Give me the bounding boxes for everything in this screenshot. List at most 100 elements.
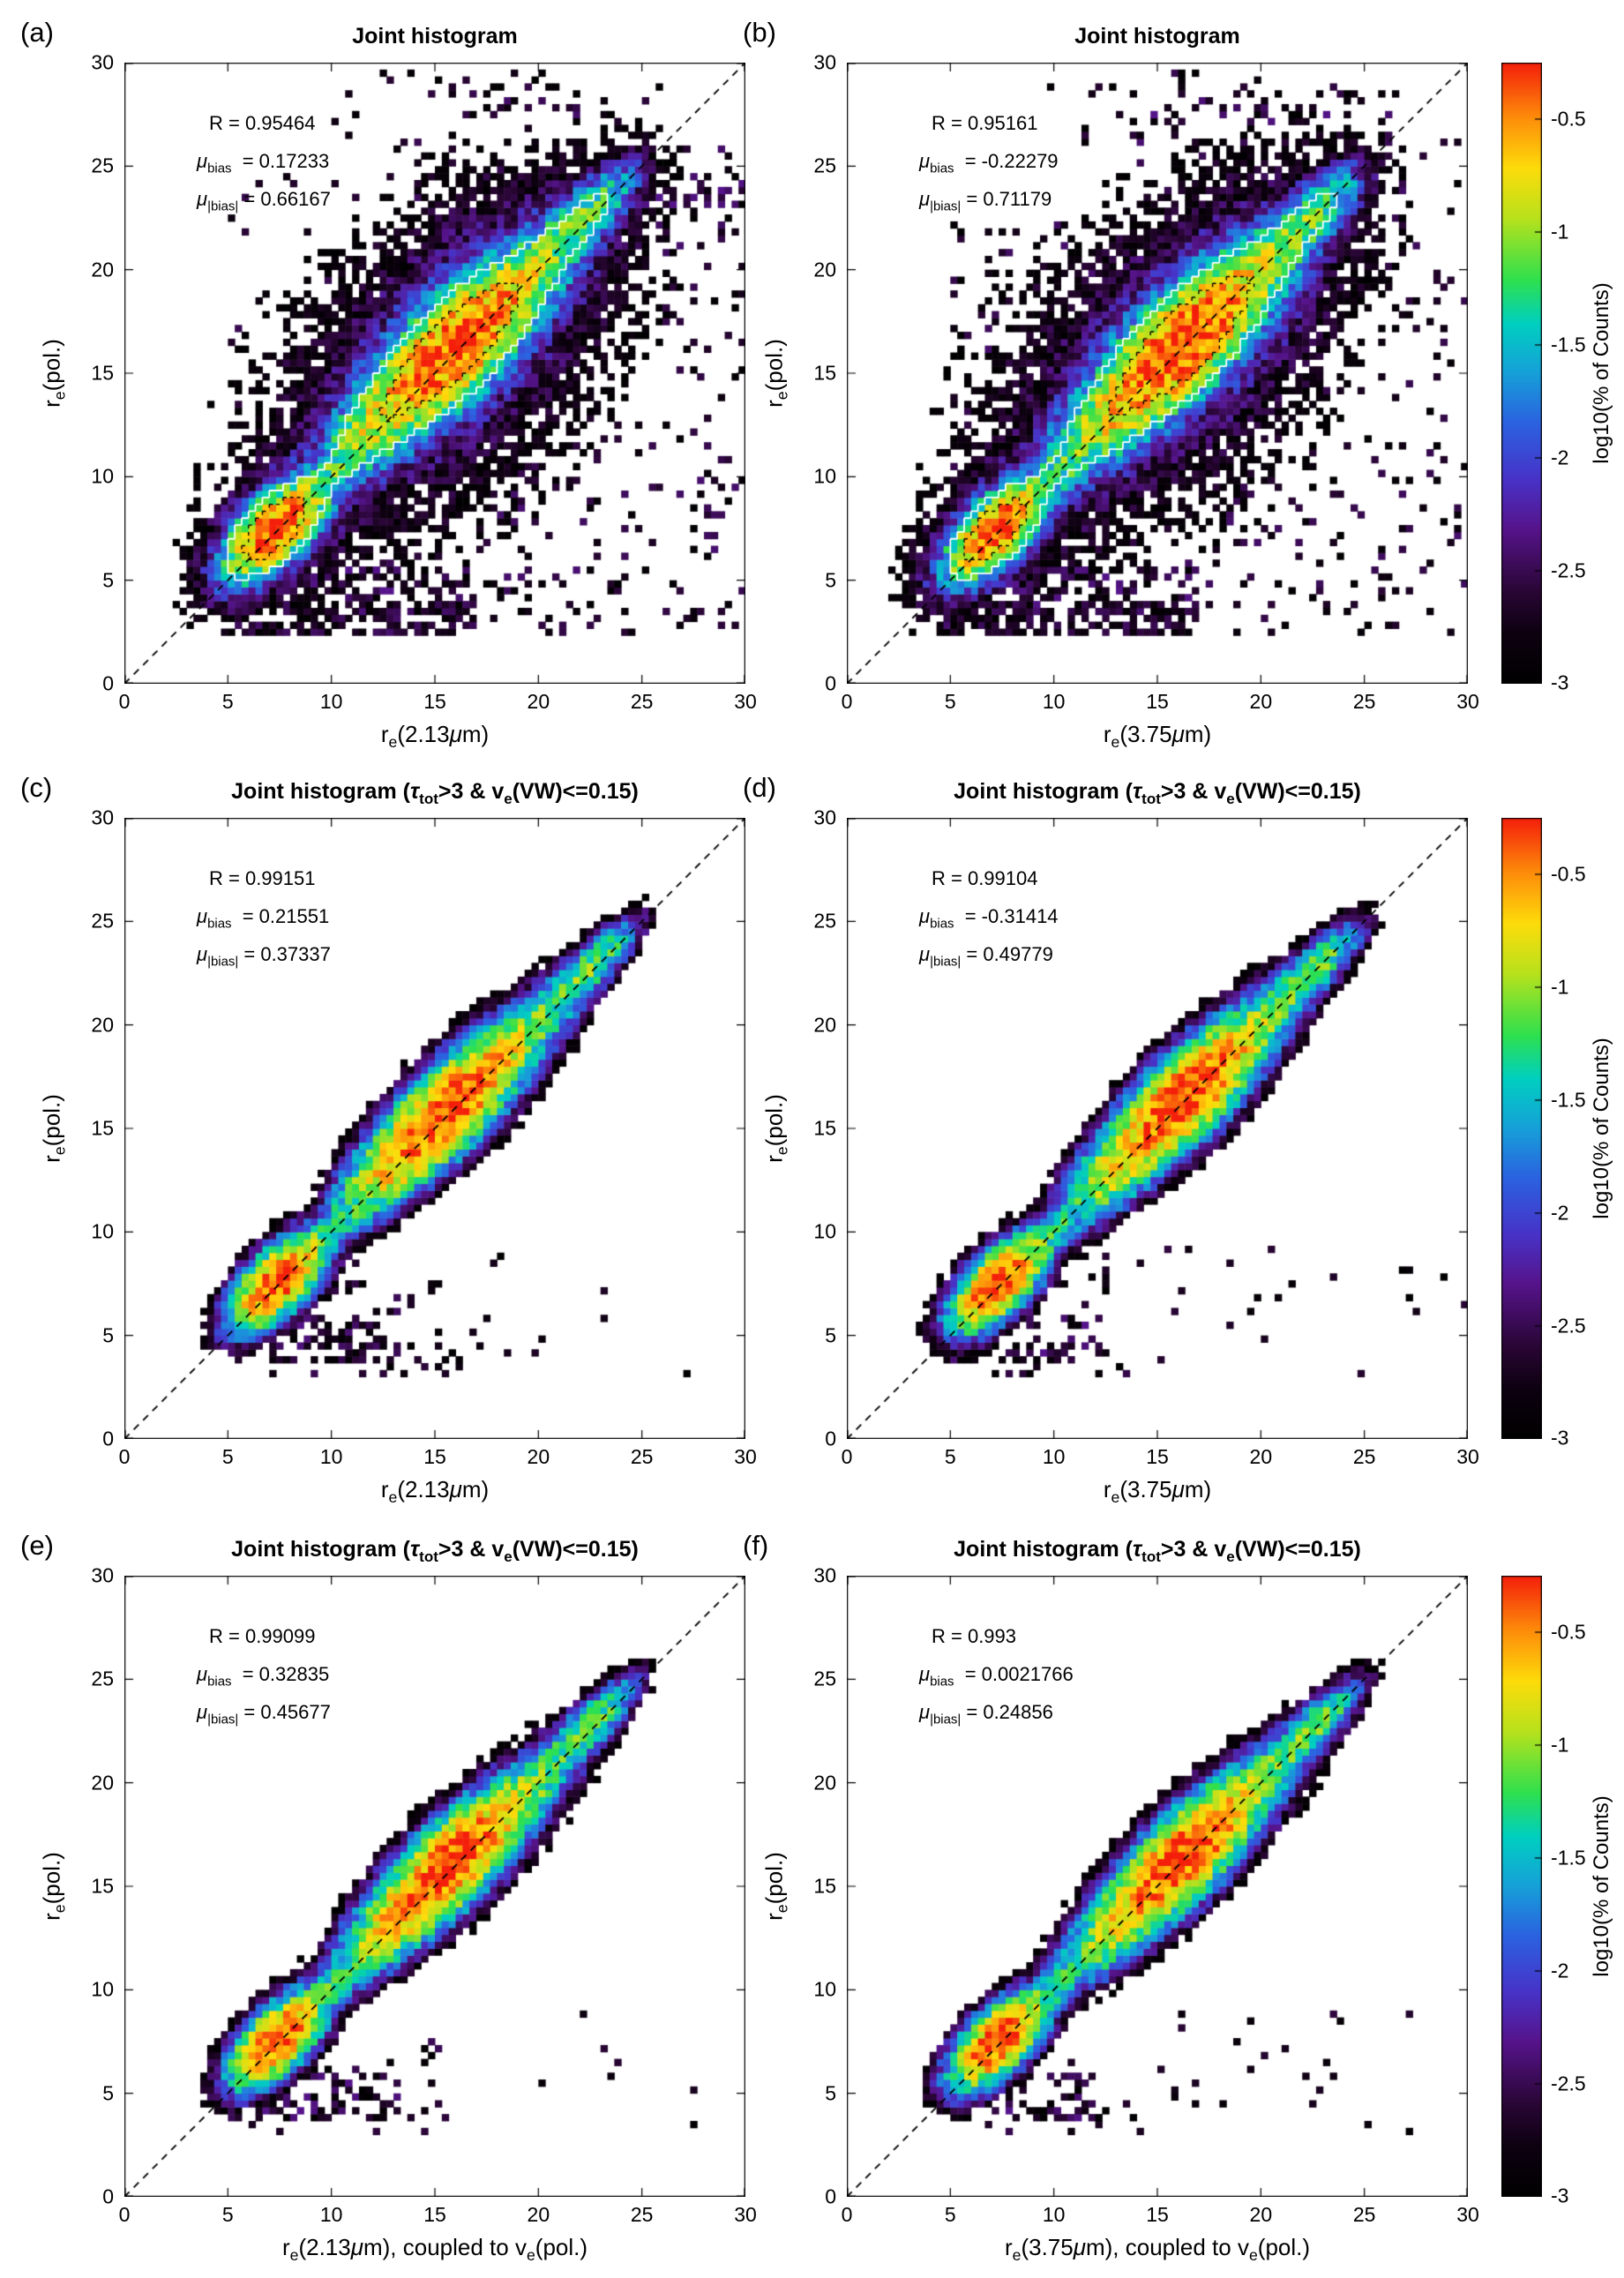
y-tick-label: 25: [91, 154, 114, 177]
y-tick-label: 20: [91, 1013, 114, 1037]
text-segment: μ: [919, 943, 931, 965]
y-tick-label: 0: [825, 671, 836, 695]
joint-histogram-canvas: [847, 1576, 1468, 2197]
x-tick-label: 20: [1249, 690, 1273, 713]
text-segment: e: [1226, 1548, 1235, 1565]
panel-a: (a) Joint histogram re(pol.) R = 0.95464…: [20, 17, 757, 750]
text-segment: (2.13: [397, 1476, 450, 1502]
x-tick-label: 20: [527, 1445, 550, 1468]
stat-mu-abs-bias: μ|bias| = 0.24856: [919, 1701, 1074, 1726]
stats-annotation: R = 0.95161 μbias = -0.22279 μ|bias| = 0…: [919, 112, 1059, 226]
x-tick-label: 20: [1249, 1445, 1273, 1468]
text-segment: (3.75: [1119, 721, 1172, 747]
text-segment: τ: [409, 1537, 420, 1562]
panel-c: (c) Joint histogram (τtot>3 & ve(VW)<=0.…: [20, 772, 757, 1505]
x-tick-label: 30: [734, 690, 757, 713]
text-segment: |bias|: [930, 954, 962, 970]
chart-title: Joint histogram (τtot>3 & ve(VW)<=0.15): [71, 1537, 798, 1564]
stat-mu-bias: μbias = 0.17233: [197, 150, 331, 175]
colorbar-tick-label: -2.5: [1551, 1314, 1586, 1338]
colorbar-gradient: [1501, 63, 1542, 684]
text-segment: e: [388, 733, 398, 752]
x-tick-label: 20: [527, 2203, 550, 2226]
stat-r: R = 0.99104: [919, 867, 1059, 890]
text-segment: (VW)<=0.15): [1234, 1537, 1361, 1562]
stat-mu-abs-bias: μ|bias| = 0.49779: [919, 943, 1059, 970]
x-tick-label: 15: [1146, 1445, 1169, 1468]
y-tick-label: 20: [813, 258, 836, 281]
text-segment: e: [504, 791, 513, 807]
y-tick-label: 25: [813, 154, 836, 177]
text-segment: >3 & v: [438, 779, 505, 804]
y-tick-label: 5: [102, 568, 114, 592]
y-tick-label: 0: [102, 2184, 114, 2208]
y-tick-label: 25: [813, 909, 836, 933]
text-segment: (pol.): [1257, 2234, 1311, 2260]
text-segment: = 0.32835: [231, 1663, 330, 1685]
x-tick-label: 25: [630, 690, 654, 713]
y-tick-label: 25: [813, 1667, 836, 1690]
text-segment: μ: [449, 721, 462, 747]
x-axis-label: re(2.13μm): [124, 1476, 745, 1507]
x-tick-labels: 0 5 10 15 20 25 30: [842, 1445, 1479, 1470]
y-tick-label: 0: [102, 671, 114, 695]
text-segment: μ: [449, 1476, 462, 1502]
colorbar-tick-label: -2: [1551, 1959, 1569, 1982]
text-segment: μ: [919, 1663, 931, 1685]
text-segment: e: [388, 1488, 398, 1507]
text-segment: Joint histogram: [1074, 24, 1240, 49]
text-segment: tot: [419, 791, 438, 807]
x-axis-label: re(3.75μm): [847, 1476, 1468, 1505]
stats-annotation: R = 0.99099 μbias = 0.32835 μ|bias| = 0.…: [197, 1625, 331, 1739]
text-segment: μ: [919, 905, 931, 927]
x-tick-label: 0: [118, 1445, 131, 1468]
colorbar-tick-label: -1: [1551, 220, 1569, 244]
text-segment: bias: [207, 916, 232, 932]
x-tick-label: 25: [630, 1445, 654, 1468]
text-segment: μ: [1073, 2234, 1086, 2260]
text-segment: = 0.37337: [238, 943, 331, 965]
text-segment: Joint histogram (: [231, 779, 410, 804]
y-tick-labels: 0 5 10 15 20 25 30: [769, 51, 836, 695]
colorbar-label: log10(% of Counts): [1590, 1038, 1613, 1219]
stat-r: R = 0.95464: [197, 112, 331, 135]
stat-r: R = 0.99151: [197, 867, 331, 890]
y-tick-label: 10: [813, 464, 836, 488]
x-tick-label: 0: [841, 1445, 853, 1468]
chart-title: Joint histogram: [71, 24, 798, 49]
colorbar-tick-labels: -0.5 -1 -1.5 -2 -2.5 -3: [1501, 1576, 1624, 2207]
text-segment: e: [526, 2246, 535, 2265]
text-segment: R = 0.95161: [932, 112, 1038, 134]
panel-letter: (e): [20, 1530, 54, 1561]
x-tick-label: 25: [630, 2203, 654, 2226]
colorbar-tick-label: -2: [1551, 446, 1569, 469]
x-tick-label: 0: [841, 690, 853, 713]
y-tick-label: 30: [91, 806, 114, 829]
panel-e: (e) Joint histogram (τtot>3 & ve(VW)<=0.…: [20, 1530, 757, 2263]
colorbar-gradient: [1501, 818, 1542, 1439]
chart-title: Joint histogram (τtot>3 & ve(VW)<=0.15): [794, 779, 1521, 807]
text-segment: bias: [207, 1674, 232, 1690]
colorbar-tick-label: -3: [1551, 1426, 1569, 1450]
colorbar-tick-label: -0.5: [1551, 107, 1586, 131]
stat-mu-abs-bias: μ|bias| = 0.37337: [197, 943, 331, 970]
text-segment: m), coupled to v: [363, 2234, 527, 2260]
text-segment: |bias|: [207, 954, 239, 970]
stat-mu-bias: μbias = -0.22279: [919, 150, 1059, 175]
joint-histogram-canvas: [124, 818, 745, 1439]
text-segment: Joint histogram (: [954, 1537, 1133, 1562]
x-tick-label: 30: [1456, 690, 1479, 713]
colorbar-label: log10(% of Counts): [1590, 1795, 1613, 1977]
text-segment: = 0.49779: [961, 943, 1053, 965]
text-segment: e: [289, 2246, 299, 2265]
x-tick-labels: 0 5 10 15 20 25 30: [842, 2203, 1479, 2228]
text-segment: R = 0.95464: [209, 112, 316, 134]
y-tick-label: 30: [813, 50, 836, 74]
y-tick-labels: 0 5 10 15 20 25 30: [47, 51, 114, 695]
text-segment: e: [1226, 791, 1235, 807]
x-tick-labels: 0 5 10 15 20 25 30: [842, 690, 1479, 715]
colorbar: -0.5 -1 -1.5 -2 -2.5 -3 log10(% of Counts): [1501, 1576, 1624, 2207]
text-segment: Joint histogram: [352, 24, 518, 49]
y-tick-label: 5: [102, 2081, 114, 2105]
text-segment: (2.13: [397, 721, 450, 747]
